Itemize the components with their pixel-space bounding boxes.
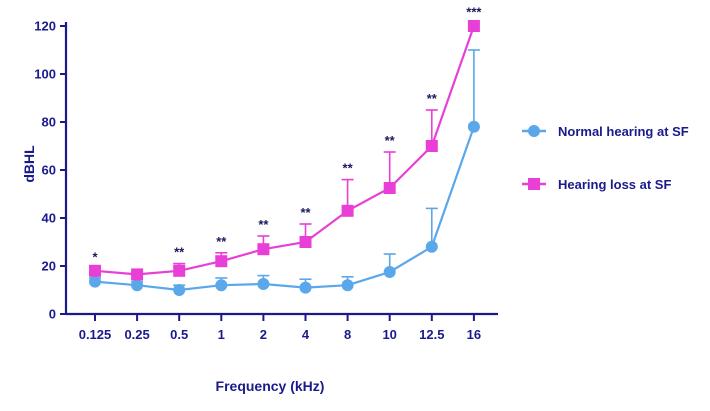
x-tick-label: 0.5 [170, 327, 188, 342]
data-point-normal-hearing [173, 284, 186, 296]
legend-item-normal-hearing: Normal hearing at SF [522, 124, 689, 139]
legend-label-hearing-loss: Hearing loss at SF [558, 177, 671, 192]
y-tick-label: 0 [49, 307, 56, 322]
data-point-hearing-loss [131, 268, 144, 281]
data-point-normal-hearing [257, 278, 270, 290]
series-line-hearing-loss [94, 25, 475, 276]
significance-marker: ** [216, 234, 227, 249]
significance-marker: ** [258, 217, 269, 232]
x-tick-label: 10 [382, 327, 396, 342]
data-point-normal-hearing [425, 240, 438, 253]
data-point-normal-hearing [341, 279, 354, 292]
data-point-hearing-loss [467, 20, 480, 32]
x-tick-label: 1 [218, 327, 225, 342]
significance-marker: ** [385, 133, 396, 148]
legend-marker-hearing-loss [528, 178, 540, 190]
legend-label-normal-hearing: Normal hearing at SF [558, 124, 689, 139]
series-line-normal-hearing [94, 126, 475, 292]
series-hearing-loss [89, 20, 480, 281]
series-normal-hearing [89, 49, 480, 296]
y-tick-label: 100 [34, 67, 56, 82]
x-axis: 0.125 0.25 0.5 1 2 4 8 10 12.5 16 [66, 312, 498, 342]
x-tick-label: 0.25 [124, 327, 149, 342]
x-tick-label: 8 [344, 327, 351, 342]
significance-layer: * ***************** [92, 5, 482, 265]
x-tick-label: 2 [260, 327, 267, 342]
legend-marker-normal-hearing [528, 125, 540, 137]
data-point-hearing-loss [257, 243, 270, 256]
data-point-normal-hearing [89, 275, 101, 288]
x-axis-title: Frequency (kHz) [216, 378, 325, 394]
data-point-hearing-loss [173, 264, 186, 277]
data-point-hearing-loss [425, 140, 438, 152]
significance-marker: ** [343, 161, 354, 176]
data-point-normal-hearing [131, 279, 144, 292]
series-layer [89, 20, 480, 296]
data-point-hearing-loss [89, 264, 101, 277]
y-tick-label: 60 [42, 163, 56, 178]
data-point-normal-hearing [467, 120, 480, 133]
data-point-normal-hearing [383, 266, 396, 278]
y-tick-label: 120 [34, 19, 56, 34]
data-point-hearing-loss [341, 204, 354, 217]
data-point-hearing-loss [215, 255, 228, 268]
x-tick-label: 4 [302, 327, 310, 342]
y-axis: 0 20 40 60 80 100 120 [34, 19, 68, 322]
significance-marker: ** [427, 91, 438, 106]
x-tick-label: 16 [467, 327, 481, 342]
data-point-normal-hearing [299, 281, 312, 294]
y-tick-label: 20 [42, 259, 56, 274]
legend-item-hearing-loss: Hearing loss at SF [522, 177, 671, 192]
data-point-hearing-loss [299, 236, 312, 248]
y-tick-label: 80 [42, 115, 56, 130]
x-tick-label: 0.125 [79, 327, 112, 342]
legend: Normal hearing at SF Hearing loss at SF [522, 124, 689, 192]
significance-marker: * [92, 249, 98, 264]
y-tick-label: 40 [42, 211, 56, 226]
significance-marker: ** [174, 245, 185, 260]
significance-marker: *** [466, 5, 482, 20]
data-point-hearing-loss [383, 182, 396, 194]
data-point-normal-hearing [215, 279, 228, 292]
x-tick-label: 12.5 [419, 327, 444, 342]
significance-marker: ** [300, 205, 311, 220]
y-axis-title: dBHL [21, 145, 37, 183]
